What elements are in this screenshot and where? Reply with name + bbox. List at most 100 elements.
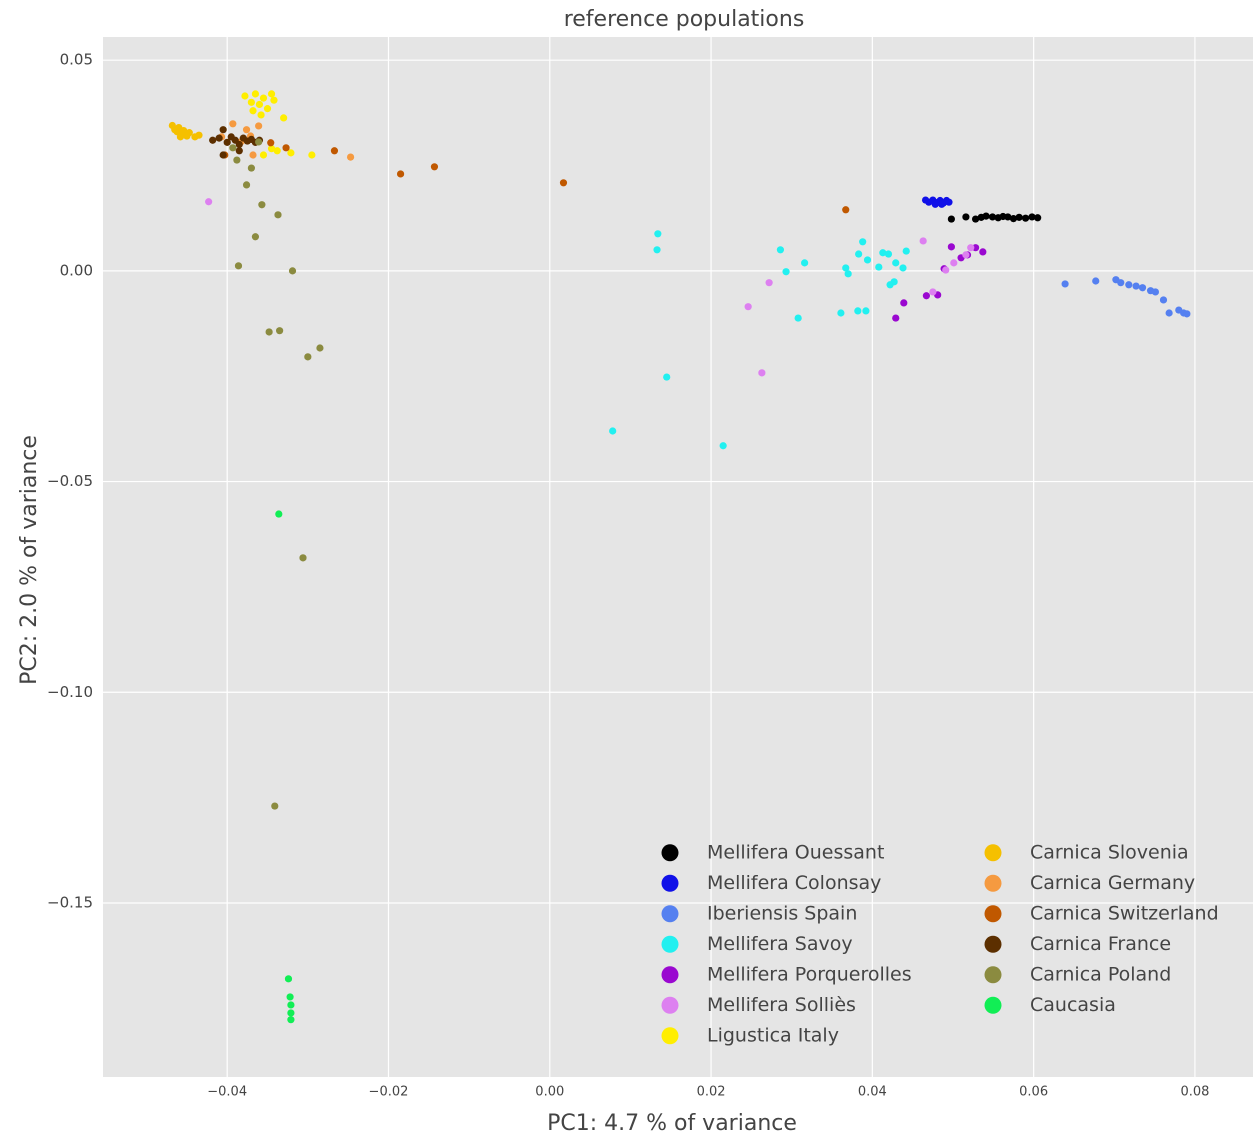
point	[273, 147, 281, 155]
point	[242, 126, 251, 134]
point	[967, 244, 975, 252]
point	[653, 246, 661, 254]
point	[744, 303, 752, 311]
point	[255, 138, 263, 146]
legend-label: Caucasia	[1030, 994, 1116, 1016]
point	[947, 243, 955, 251]
legend-label: Mellifera Colonsay	[707, 872, 881, 894]
point	[758, 369, 766, 377]
point	[945, 198, 953, 206]
point	[185, 129, 193, 137]
point	[205, 198, 213, 206]
point	[879, 249, 887, 257]
point	[890, 278, 898, 286]
point	[219, 126, 227, 134]
point	[855, 250, 863, 258]
point	[176, 133, 185, 141]
point	[842, 264, 850, 272]
y-tick-label: −0.10	[47, 683, 93, 701]
y-tick-label: −0.15	[47, 893, 93, 911]
point	[249, 107, 257, 115]
x-tick-label: 0.04	[858, 1085, 887, 1100]
point	[1034, 214, 1042, 222]
point	[195, 131, 203, 139]
point	[922, 292, 930, 300]
point	[258, 201, 266, 209]
point	[794, 314, 802, 322]
point	[1021, 214, 1030, 222]
point	[776, 246, 785, 254]
point	[1028, 213, 1036, 221]
legend-marker	[661, 874, 679, 892]
point	[287, 1001, 295, 1009]
legend-marker	[984, 935, 1002, 953]
point	[947, 215, 955, 223]
point	[219, 151, 227, 159]
x-tick-label: 0.08	[1180, 1085, 1209, 1100]
point	[255, 122, 263, 130]
x-tick-label: −0.04	[207, 1085, 247, 1100]
point	[663, 373, 671, 381]
point	[609, 427, 617, 435]
point	[251, 90, 260, 98]
point	[233, 156, 241, 164]
point	[982, 212, 990, 220]
point	[962, 251, 970, 259]
point	[346, 153, 355, 161]
point	[1009, 215, 1018, 223]
point	[288, 267, 297, 275]
legend-label: Mellifera Solliès	[707, 994, 856, 1016]
point	[942, 266, 950, 274]
point	[962, 213, 970, 221]
point	[1117, 279, 1125, 287]
point	[902, 247, 910, 255]
x-tick-label: 0.02	[697, 1085, 726, 1100]
point	[209, 136, 217, 144]
legend-label: Mellifera Savoy	[707, 933, 853, 955]
point	[259, 151, 268, 159]
point	[274, 211, 282, 219]
point	[988, 213, 997, 221]
legend-label: Carnica Switzerland	[1030, 902, 1219, 924]
point	[223, 138, 231, 146]
point	[249, 151, 257, 159]
point	[1165, 309, 1173, 317]
point	[844, 270, 852, 278]
point	[837, 309, 845, 317]
legend-label: Carnica Poland	[1030, 963, 1171, 985]
point	[267, 90, 276, 98]
point	[892, 259, 900, 267]
point	[931, 200, 939, 208]
legend: Mellifera Ouessant Mellifera Colonsay Iber…	[661, 841, 1219, 1046]
plot-area	[103, 37, 1253, 1077]
point	[229, 144, 237, 152]
point	[275, 510, 283, 518]
point	[280, 114, 288, 122]
legend-marker	[661, 905, 679, 923]
point	[1138, 284, 1147, 292]
point	[765, 279, 773, 287]
point	[180, 126, 188, 135]
legend-marker	[984, 996, 1002, 1014]
legend-marker	[661, 844, 679, 862]
x-tick-label: 0.06	[1019, 1085, 1048, 1100]
legend-marker	[661, 935, 679, 953]
legend-label: Carnica Germany	[1030, 872, 1195, 894]
y-axis-label: PC2: 2.0 % of variance	[17, 435, 42, 685]
legend-label: Mellifera Porquerolles	[707, 963, 912, 985]
point	[257, 111, 265, 119]
point	[1092, 277, 1100, 285]
point	[899, 264, 907, 272]
point	[971, 215, 980, 223]
legend-marker	[661, 966, 679, 984]
point	[938, 200, 946, 208]
point	[304, 353, 312, 361]
x-axis-label: PC1: 4.7 % of variance	[547, 1111, 797, 1136]
point	[287, 1016, 295, 1024]
point	[875, 263, 883, 271]
legend-marker	[661, 1027, 679, 1045]
point	[950, 259, 958, 267]
legend-marker	[661, 996, 679, 1014]
legend-label: Mellifera Ouessant	[707, 841, 884, 863]
grid	[103, 37, 1253, 1077]
